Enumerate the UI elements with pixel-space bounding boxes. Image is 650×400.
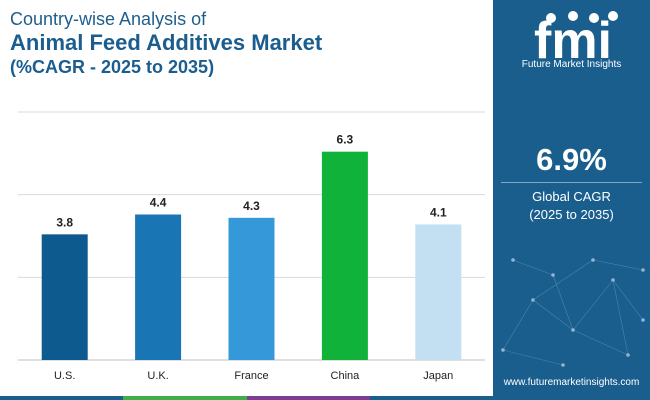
- data-label: 4.3: [243, 199, 260, 213]
- footer-segment: [123, 396, 247, 400]
- chart-title-block: Country-wise Analysis of Animal Feed Add…: [10, 8, 322, 78]
- x-tick-label: France: [234, 370, 268, 382]
- footer-segment: [369, 396, 493, 400]
- footer-segment: [0, 396, 124, 400]
- footer-color-bar: [0, 396, 493, 400]
- bar-us: [41, 234, 88, 360]
- x-tick-label: U.S.: [54, 370, 75, 382]
- bar-france: [228, 217, 275, 360]
- data-label: 4.4: [150, 196, 167, 210]
- logo-subtitle: Future Market Insights: [521, 59, 622, 70]
- x-tick-label: China: [331, 370, 361, 382]
- x-tick-label: U.K.: [147, 370, 168, 382]
- network-graphic-icon: [501, 258, 645, 367]
- sidebar-panel: fmi Future Market Insights 6.9% Global C…: [493, 0, 650, 400]
- data-label: 4.1: [430, 205, 447, 219]
- global-cagr-label: Global CAGR: [532, 189, 611, 204]
- logo-dot-icon: [589, 13, 599, 23]
- footer-segment: [246, 396, 370, 400]
- logo-dot-icon: [568, 11, 578, 21]
- global-cagr-period: (2025 to 2035): [529, 207, 614, 222]
- website-link[interactable]: www.futuremarketinsights.com: [503, 377, 640, 388]
- bar-chart: 3.8 U.S. 4.4 U.K. 4.3 France 6.3 China 4.1 Japan: [18, 111, 485, 382]
- logo-text: fmi: [534, 12, 612, 68]
- logo-dot-icon: [546, 13, 556, 23]
- global-cagr-value: 6.9%: [536, 142, 607, 177]
- bar-japan: [415, 224, 462, 360]
- bar-uk: [135, 214, 182, 360]
- bar-china: [321, 151, 368, 360]
- divider: [501, 182, 642, 183]
- logo-dot-icon: [608, 11, 618, 21]
- title-line-3: (%CAGR - 2025 to 2035): [10, 57, 215, 77]
- fmi-logo: fmi: [534, 11, 618, 68]
- title-line-2: Animal Feed Additives Market: [10, 30, 323, 55]
- x-tick-label: Japan: [423, 370, 453, 382]
- title-line-1: Country-wise Analysis of: [10, 9, 207, 29]
- data-label: 3.8: [56, 215, 73, 229]
- data-label: 6.3: [337, 133, 354, 147]
